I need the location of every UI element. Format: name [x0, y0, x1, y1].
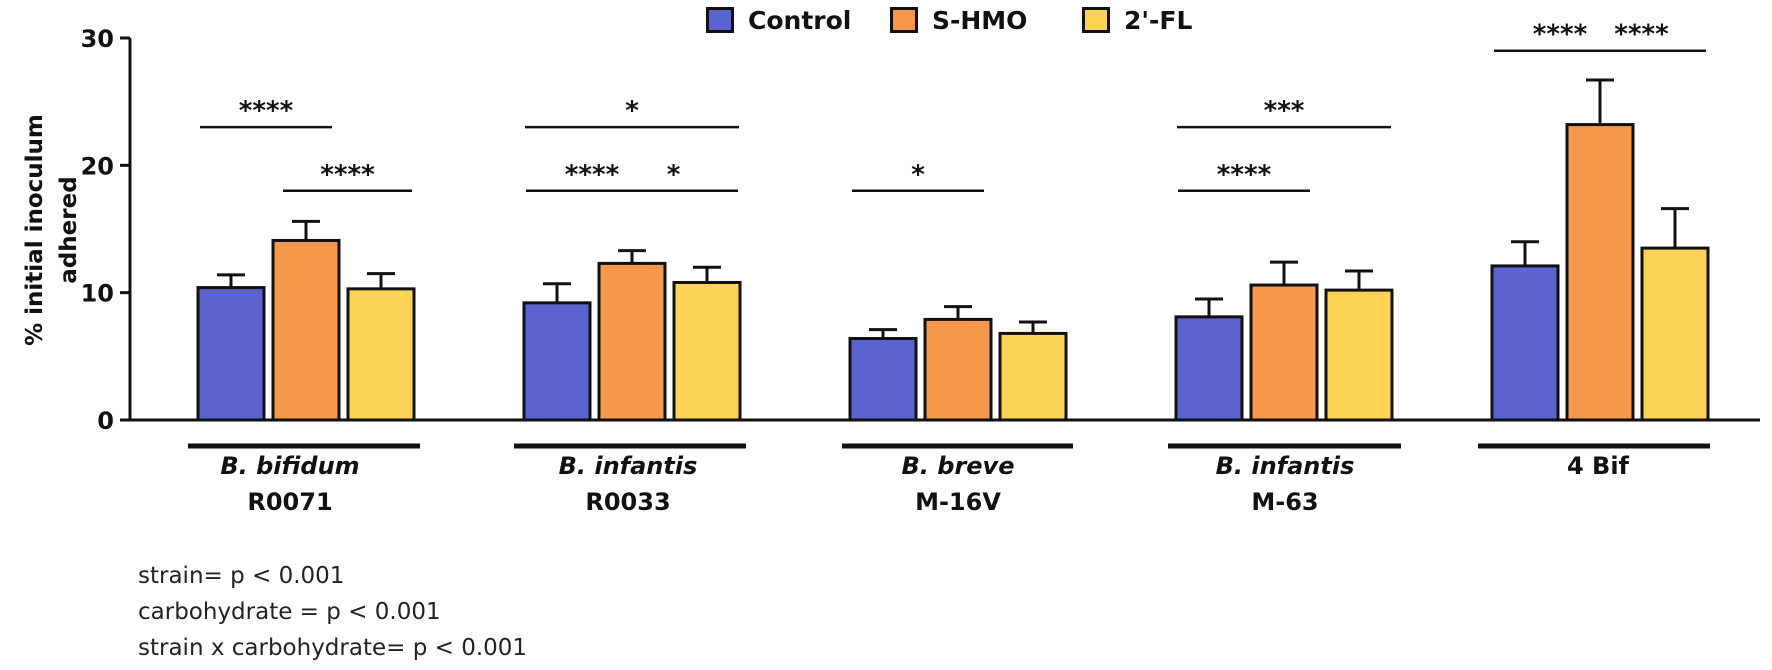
significance-label-5: * — [911, 160, 925, 190]
bar-4-2 — [1640, 246, 1710, 422]
bar-2-0 — [848, 337, 918, 422]
y-tick-label-10: 10 — [81, 280, 114, 308]
bar-3-0 — [1174, 315, 1244, 422]
y-axis-label-line1: % initial inoculum — [22, 114, 48, 346]
y-tick-label-0: 0 — [97, 407, 114, 435]
legend-item-2fl: 2'-FL — [1082, 2, 1192, 38]
bar-4-0 — [1490, 264, 1560, 422]
bar-2-1 — [923, 317, 993, 422]
group-label-species-2: B. breve — [902, 452, 1015, 480]
bar-1-1 — [597, 261, 667, 422]
bar-4-1 — [1565, 123, 1635, 422]
significance-label-7: **** — [1217, 160, 1272, 190]
significance-label-3: **** — [565, 160, 620, 190]
y-tick-label-20: 20 — [81, 152, 114, 180]
y-axis-label: % initial inoculum adhered — [22, 114, 82, 346]
bar-2-2 — [998, 331, 1068, 422]
bar-0-2 — [346, 287, 416, 422]
stat-strain: strain= p < 0.001 — [138, 563, 345, 589]
legend-item-s-hmo: S-HMO — [890, 2, 1027, 38]
stat-carbohydrate: carbohydrate = p < 0.001 — [138, 599, 441, 625]
group-label-strain-0: R0071 — [247, 488, 332, 516]
bar-3-2 — [1324, 288, 1394, 422]
y-axis-label-line2: adhered — [56, 176, 82, 283]
legend-label-s-hmo: S-HMO — [932, 5, 1028, 35]
bar-1-2 — [672, 280, 742, 422]
group-label-strain-2: M-16V — [915, 488, 1001, 516]
legend-label-2fl: 2'-FL — [1124, 5, 1193, 35]
bar-3-1 — [1249, 283, 1319, 422]
bar-0-0 — [196, 286, 266, 422]
significance-label-9: **** — [1614, 20, 1669, 50]
bar-0-1 — [271, 238, 341, 422]
significance-label-8: **** — [1533, 20, 1588, 50]
legend-swatch-control — [706, 7, 734, 33]
group-label-species-0: B. bifidum — [220, 452, 359, 480]
significance-label-1: **** — [320, 160, 375, 190]
significance-label-0: **** — [239, 96, 294, 126]
legend-swatch-s-hmo — [890, 7, 918, 33]
y-tick-label-30: 30 — [81, 25, 114, 53]
significance-label-6: *** — [1264, 96, 1305, 126]
group-label-species-3: B. infantis — [1216, 452, 1355, 480]
group-label-strain-3: M-63 — [1251, 488, 1318, 516]
significance-label-2: * — [625, 96, 639, 126]
group-label-species-1: B. infantis — [559, 452, 698, 480]
significance-label-4: * — [667, 160, 681, 190]
legend-swatch-2fl — [1082, 7, 1110, 33]
group-label-strain-4: 4 Bif — [1567, 452, 1630, 480]
group-label-strain-1: R0033 — [585, 488, 670, 516]
statistics-summary: strain= p < 0.001 carbohydrate = p < 0.0… — [138, 558, 527, 666]
legend-item-control: Control — [706, 2, 851, 38]
bar-1-0 — [522, 301, 592, 422]
stat-interaction: strain x carbohydrate= p < 0.001 — [138, 635, 528, 661]
legend-label-control: Control — [748, 5, 852, 35]
